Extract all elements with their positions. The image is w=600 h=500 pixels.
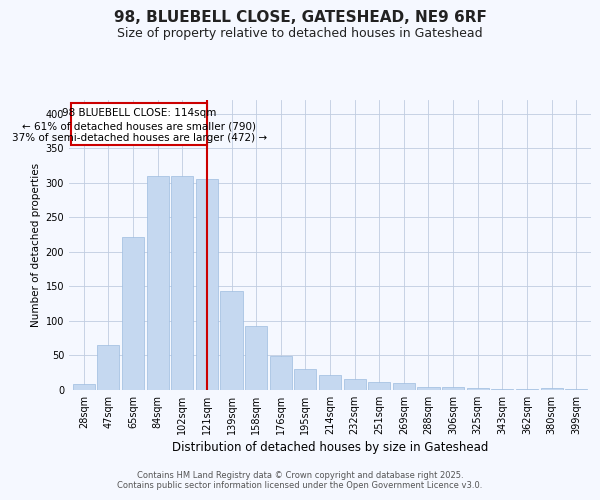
Bar bbox=[269, 356, 292, 390]
Bar bbox=[467, 388, 489, 390]
Bar bbox=[245, 326, 267, 390]
X-axis label: Distribution of detached houses by size in Gateshead: Distribution of detached houses by size … bbox=[172, 441, 488, 454]
Bar bbox=[565, 388, 587, 390]
Text: Size of property relative to detached houses in Gateshead: Size of property relative to detached ho… bbox=[117, 28, 483, 40]
Text: 98 BLUEBELL CLOSE: 114sqm: 98 BLUEBELL CLOSE: 114sqm bbox=[62, 108, 217, 118]
Bar bbox=[344, 379, 366, 390]
Y-axis label: Number of detached properties: Number of detached properties bbox=[31, 163, 41, 327]
Text: 98, BLUEBELL CLOSE, GATESHEAD, NE9 6RF: 98, BLUEBELL CLOSE, GATESHEAD, NE9 6RF bbox=[113, 10, 487, 25]
Bar bbox=[294, 368, 316, 390]
Bar bbox=[442, 387, 464, 390]
Bar bbox=[319, 375, 341, 390]
Bar bbox=[541, 388, 563, 390]
Bar bbox=[73, 384, 95, 390]
FancyBboxPatch shape bbox=[71, 103, 207, 145]
Bar bbox=[368, 382, 391, 390]
Bar bbox=[146, 176, 169, 390]
Text: ← 61% of detached houses are smaller (790): ← 61% of detached houses are smaller (79… bbox=[22, 122, 256, 132]
Bar bbox=[97, 345, 119, 390]
Bar bbox=[122, 236, 144, 390]
Bar bbox=[220, 292, 242, 390]
Bar bbox=[393, 383, 415, 390]
Bar bbox=[418, 386, 440, 390]
Bar bbox=[196, 180, 218, 390]
Bar bbox=[171, 176, 193, 390]
Text: 37% of semi-detached houses are larger (472) →: 37% of semi-detached houses are larger (… bbox=[11, 133, 267, 143]
Text: Contains HM Land Registry data © Crown copyright and database right 2025.
Contai: Contains HM Land Registry data © Crown c… bbox=[118, 470, 482, 490]
Bar bbox=[491, 388, 514, 390]
